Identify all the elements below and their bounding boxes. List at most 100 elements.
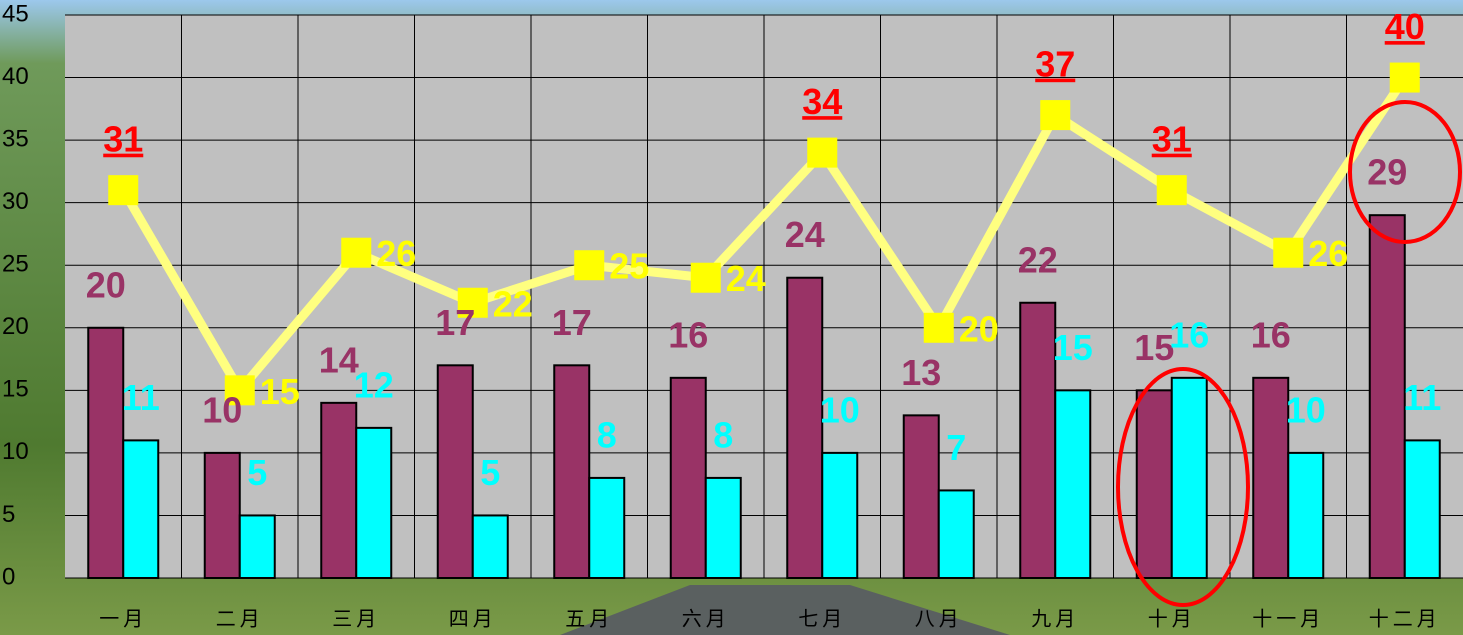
line-marker [1156,175,1187,206]
data-label: 8 [713,414,733,455]
y-tick-label: 10 [2,438,29,465]
highlight-ellipse [1348,100,1462,244]
line-marker [807,137,838,168]
data-label: 20 [86,264,126,305]
bar [669,376,707,580]
x-tick-label: 十二月 [1369,607,1441,630]
x-tick-label: 九月 [1031,607,1079,630]
data-label: 15 [1134,327,1174,368]
y-tick-label: 30 [2,188,29,215]
line [119,75,1409,395]
y-tick-label: 20 [2,313,29,340]
x-tick-label: 十一月 [1252,607,1324,630]
x-tick-label: 二月 [216,608,264,630]
line-marker [690,262,721,293]
bar [87,326,125,579]
bar [1287,451,1325,579]
y-tick-label: 25 [2,251,29,278]
line-marker [1389,62,1420,93]
data-label: 26 [376,233,416,274]
line-marker [224,375,255,406]
data-label: 16 [668,314,708,355]
bar [786,276,824,579]
data-label: 37 [1035,44,1075,85]
data-label: 22 [493,283,533,324]
x-tick-label: 七月 [798,607,846,630]
data-label: 31 [1152,119,1192,160]
x-tick-label: 六月 [682,607,730,630]
bar [238,514,276,580]
data-label: 34 [802,81,842,122]
y-tick-label: 35 [2,125,29,152]
x-tick-label: 十月 [1148,607,1196,630]
bar [471,514,509,580]
y-tick-label: 40 [2,63,29,90]
bar [436,364,474,579]
y-tick-label: 0 [2,563,15,590]
data-label: 10 [1286,389,1326,430]
data-label: 26 [1308,233,1348,274]
data-label: 31 [103,119,143,160]
x-tick-label: 一月 [99,608,147,630]
data-label: 13 [901,352,941,393]
data-label: 22 [1018,239,1058,280]
data-label: 15 [260,371,300,412]
bar [320,401,358,579]
bar [203,451,241,579]
bar [1170,376,1208,580]
data-label: 5 [480,452,500,493]
data-label: 15 [1053,327,1093,368]
data-label: 29 [1367,152,1407,193]
bar [1019,301,1057,579]
bar [1054,389,1092,580]
x-tick-label: 八月 [915,608,963,630]
data-label: 11 [1403,377,1441,418]
highlight-ellipse [1116,367,1250,607]
bar [1368,214,1406,580]
line-marker [341,237,372,268]
data-label: 17 [435,302,475,343]
data-label: 10 [820,389,860,430]
y-tick-label: 45 [2,0,29,27]
x-tick-label: 五月 [565,608,613,630]
line-marker [1040,100,1071,131]
data-label: 5 [247,452,267,493]
data-label: 24 [785,214,825,255]
line-marker [1273,237,1304,268]
data-label: 40 [1385,6,1425,47]
line-marker [923,312,954,343]
bar [821,451,859,579]
bar [588,476,626,579]
data-label: 17 [552,302,592,343]
data-label: 24 [726,258,766,299]
bar [1135,389,1173,580]
y-tick-label: 15 [2,376,29,403]
line-marker [108,175,139,206]
data-label: 16 [1169,314,1209,355]
x-tick-label: 四月 [449,608,497,630]
line-marker [457,287,488,318]
data-label: 10 [202,389,242,430]
data-label: 25 [609,246,649,287]
data-label: 11 [122,377,160,418]
data-label: 20 [959,308,999,349]
bar [553,364,591,579]
data-label: 16 [1251,314,1291,355]
bar [1252,376,1290,580]
bar [704,476,742,579]
bar [355,426,393,579]
bar [937,489,975,579]
y-tick-label: 5 [2,501,15,528]
x-tick-label: 三月 [332,608,380,630]
line-marker [574,250,605,281]
bar [902,414,940,579]
data-label: 12 [354,364,394,405]
data-label: 8 [597,414,617,455]
road [560,585,1010,635]
bar [122,439,160,579]
data-label: 14 [319,339,359,380]
bar [1403,439,1441,579]
data-label: 7 [946,427,966,468]
